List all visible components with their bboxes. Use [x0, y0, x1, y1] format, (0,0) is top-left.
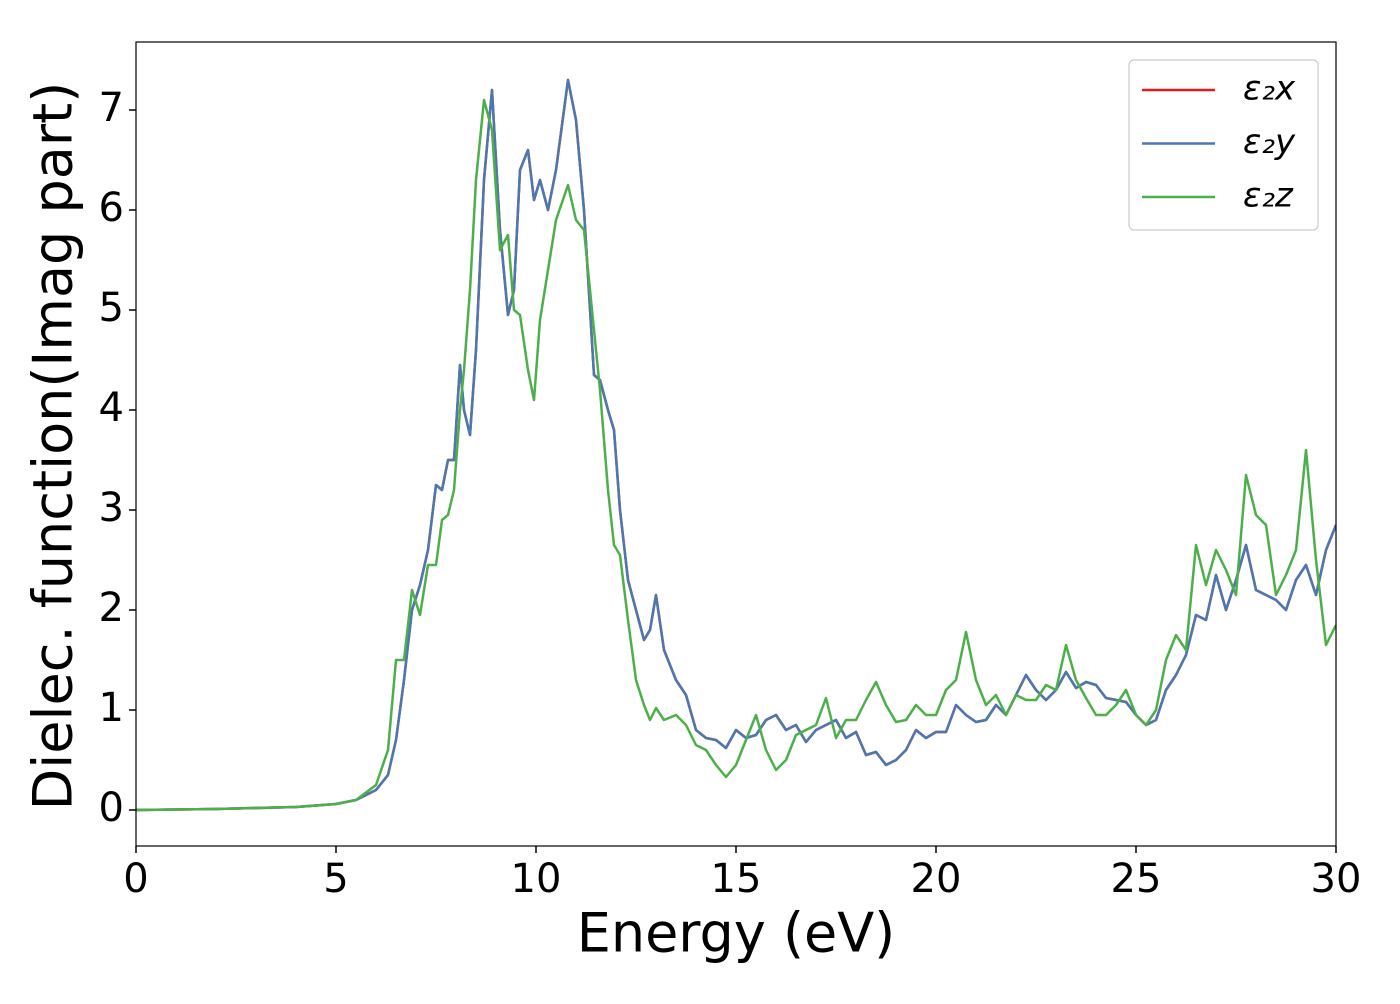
x-tick-label: 30 [1311, 856, 1362, 902]
x-tick-label: 0 [123, 856, 148, 902]
x-tick-label: 5 [323, 856, 348, 902]
y-tick-label: 3 [99, 485, 124, 531]
x-axis-label: Energy (eV) [577, 902, 896, 965]
legend-label: ε₂y [1243, 122, 1296, 162]
legend-box [1128, 59, 1319, 231]
data-line [136, 98, 1336, 812]
legend-label: ε₂z [1243, 176, 1294, 216]
y-tick-label: 4 [99, 385, 124, 431]
y-tick-label: 7 [99, 85, 124, 131]
x-tick-label: 20 [911, 856, 962, 902]
y-tick-label: 5 [99, 285, 124, 331]
y-axis-label: Dielec. function(Imag part) [22, 82, 85, 811]
y-tick-label: 6 [99, 185, 124, 231]
plot-frame [135, 41, 1337, 847]
y-tick-label: 2 [99, 585, 124, 631]
x-tick-label: 25 [1111, 856, 1162, 902]
y-tick-label: 0 [99, 785, 124, 831]
y-tick-label: 1 [99, 685, 124, 731]
legend-label: ε₂x [1243, 69, 1296, 109]
x-tick-label: 10 [511, 856, 562, 902]
x-tick-label: 15 [711, 856, 762, 902]
